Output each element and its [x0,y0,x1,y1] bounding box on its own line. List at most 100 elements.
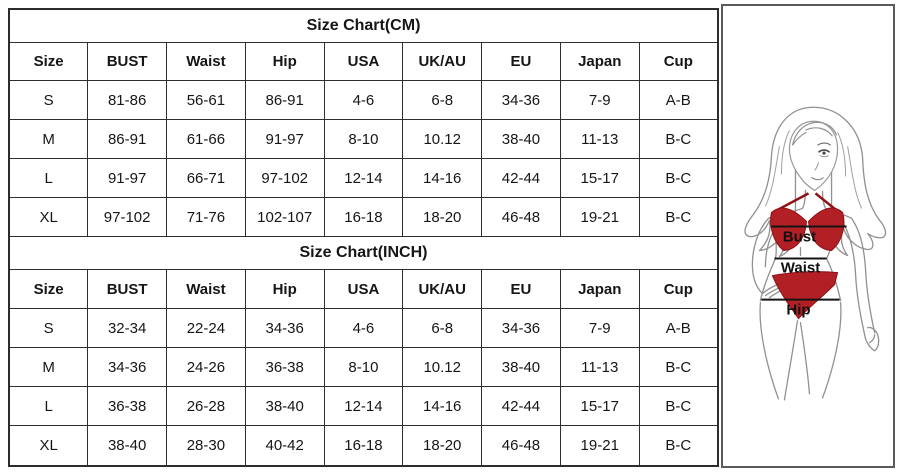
table-header-row: Size BUST Waist Hip USA UK/AU EU Japan Cup [8,269,719,310]
table-cell: 34-36 [87,347,168,388]
left-hand-finger2 [764,286,781,297]
left-hand-finger1 [761,283,779,295]
table-cell: 19-21 [559,197,640,238]
table-cell: 11-13 [559,347,640,388]
table-cell: 7-9 [559,308,640,349]
table-cell: 38-40 [481,347,561,388]
left-leg-outer [759,301,780,400]
column-header-uk-au: UK/AU [402,269,483,310]
column-header-hip: Hip [244,269,325,310]
table-cell: 36-38 [244,347,325,388]
table-cell: 26-28 [166,386,246,427]
table-title: Size Chart(INCH) [8,236,719,271]
size-cell: M [8,119,89,160]
nose-line [814,162,820,171]
bikini-cup-left [770,207,808,252]
mouth-line [811,176,824,181]
table-cell: 12-14 [323,386,404,427]
size-cell: M [8,347,89,388]
eye-pupil [822,151,826,155]
size-cell: L [8,158,89,199]
table-cell: 4-6 [323,308,404,349]
table-cell: 10.12 [402,119,483,160]
table-cell: 42-44 [481,386,561,427]
table-cell: A-B [638,308,719,349]
table-cell: 8-10 [323,119,404,160]
table-cell: 86-91 [244,80,325,121]
table-cell: B-C [638,158,719,199]
column-header-hip: Hip [244,41,325,82]
table-cell: 102-107 [244,197,325,238]
left-leg-inner [783,320,799,401]
eye-lower-line [819,154,829,158]
left-hand-finger3 [768,289,782,299]
face-features [811,142,831,181]
table-cell: 42-44 [481,158,561,199]
table-row: XL 38-40 28-30 40-42 16-18 18-20 46-48 19-21 B-C [8,425,719,467]
bust-label: Bust [783,229,816,246]
table-cell: A-B [638,80,719,121]
size-cell: L [8,386,89,427]
table-cell: 32-34 [87,308,168,349]
table-cell: 24-26 [166,347,246,388]
column-header-bust: BUST [87,269,168,310]
table-title-row: Size Chart(INCH) [8,236,719,271]
table-cell: 38-40 [481,119,561,160]
left-arm-outer [751,217,770,295]
table-cell: 15-17 [559,158,640,199]
table-title-row: Size Chart(CM) [8,8,719,43]
column-header-usa: USA [323,269,404,310]
column-header-waist: Waist [166,41,246,82]
table-cell: 16-18 [323,197,404,238]
table-cell: 4-6 [323,80,404,121]
column-header-size: Size [8,41,89,82]
table-cell: 6-8 [402,308,483,349]
table-cell: 38-40 [244,386,325,427]
table-cell: 6-8 [402,80,483,121]
table-cell: 14-16 [402,386,483,427]
table-row: XL 97-102 71-76 102-107 16-18 18-20 46-48 19-21… [8,197,719,238]
bikini-cup-right [807,207,845,252]
table-cell: B-C [638,197,719,238]
table-cell: 46-48 [481,197,561,238]
column-header-usa: USA [323,41,404,82]
table-cell: 7-9 [559,80,640,121]
table-cell: 14-16 [402,158,483,199]
column-header-eu: EU [481,41,561,82]
column-header-waist: Waist [166,269,246,310]
table-cell: 16-18 [323,425,404,467]
table-cell: B-C [638,347,719,388]
column-header-eu: EU [481,269,561,310]
table-cell: 34-36 [481,308,561,349]
table-header-row: Size BUST Waist Hip USA UK/AU EU Japan Cup [8,41,719,82]
table-row: S 81-86 56-61 86-91 4-6 6-8 34-36 7-9 A-B [8,80,719,121]
table-row: L 36-38 26-28 38-40 12-14 14-16 42-44 15-17 B-C [8,386,719,427]
size-cell: S [8,80,89,121]
table-cell: B-C [638,425,719,467]
column-header-cup: Cup [638,41,719,82]
right-leg-outer [821,301,842,399]
table-cell: 46-48 [481,425,561,467]
table-cell: 12-14 [323,158,404,199]
table-cell: 18-20 [402,425,483,467]
table-cell: 91-97 [87,158,168,199]
right-leg-inner [799,322,811,395]
size-cell: XL [8,197,89,238]
size-cell: XL [8,425,89,467]
table-cell: B-C [638,119,719,160]
bikini-strap-right [814,192,837,211]
table-row: M 86-91 61-66 91-97 8-10 10.12 38-40 11-13 B-C [8,119,719,160]
right-arm-outer [850,217,876,334]
hair-strand-lines [764,130,863,209]
size-cell: S [8,308,89,349]
measurement-figure-illustration: Bust Waist Hip [744,106,887,401]
table-cell: 8-10 [323,347,404,388]
measurement-figure-panel: Bust Waist Hip [721,4,895,468]
table-row: L 91-97 66-71 97-102 12-14 14-16 42-44 15-17 B-C [8,158,719,199]
table-cell: 36-38 [87,386,168,427]
table-cell: 19-21 [559,425,640,467]
table-cell: 71-76 [166,197,246,238]
column-header-japan: Japan [559,269,640,310]
waist-label: Waist [781,260,821,277]
hip-label: Hip [786,302,810,319]
